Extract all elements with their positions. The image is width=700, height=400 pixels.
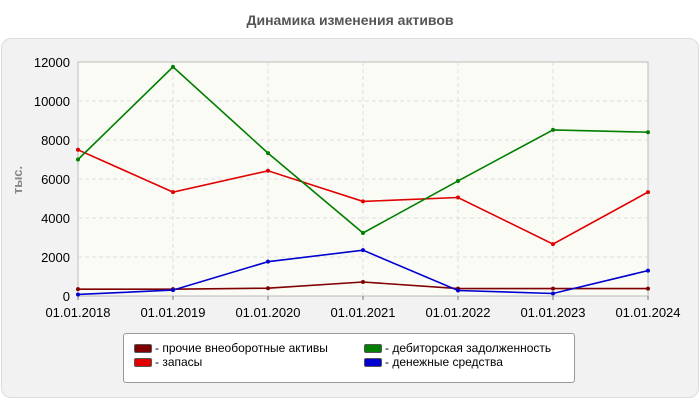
y-tick-label: 2000: [41, 250, 70, 265]
series-point-2: [266, 151, 270, 156]
y-tick-label: 8000: [41, 133, 70, 148]
series-point-1: [646, 190, 650, 195]
series-point-3: [456, 288, 460, 293]
legend-swatch: [134, 357, 152, 367]
series-point-0: [361, 279, 365, 284]
legend-label: - денежные средства: [385, 355, 503, 369]
series-point-2: [171, 64, 175, 69]
x-tick-label: 01.01.2020: [235, 305, 300, 320]
legend-swatch: [364, 343, 382, 353]
legend-label: - прочие внеоборотные активы: [155, 341, 328, 355]
y-tick-label: 6000: [41, 172, 70, 187]
series-point-3: [171, 288, 175, 293]
x-tick-label: 01.01.2018: [45, 305, 110, 320]
series-point-2: [76, 157, 80, 162]
x-tick-label: 01.01.2021: [330, 305, 395, 320]
legend-swatch: [364, 357, 382, 367]
series-point-3: [646, 268, 650, 273]
x-tick-label: 01.01.2022: [425, 305, 490, 320]
legend-item-other-noncurrent: - прочие внеоборотные активы: [134, 341, 328, 355]
legend-label: - запасы: [155, 355, 203, 369]
legend-swatch: [134, 343, 152, 353]
series-point-0: [646, 286, 650, 291]
legend-item-cash: - денежные средства: [364, 355, 503, 369]
series-point-3: [551, 291, 555, 296]
series-point-0: [76, 287, 80, 292]
legend-item-receivables: - дебиторская задолженность: [364, 341, 551, 355]
y-tick-label: 4000: [41, 211, 70, 226]
series-group: [76, 64, 650, 297]
series-point-1: [76, 147, 80, 152]
series-point-1: [456, 195, 460, 200]
series-point-2: [646, 130, 650, 135]
legend-label: - дебиторская задолженность: [385, 341, 552, 355]
legend-item-inventory: - запасы: [134, 355, 202, 369]
series-point-2: [361, 231, 365, 236]
series-point-2: [551, 127, 555, 132]
y-tick-label: 10000: [34, 94, 70, 109]
series-point-3: [76, 292, 80, 297]
series-point-1: [171, 190, 175, 195]
series-point-0: [266, 286, 270, 291]
y-axis-label: тыс.: [10, 166, 25, 194]
x-axis-ticks: 01.01.2018 01.01.2019 01.01.2020 01.01.2021…: [45, 296, 681, 320]
series-point-1: [266, 168, 270, 173]
y-axis-ticks: 0 2000 4000 6000 8000 10000 12000: [34, 55, 70, 304]
series-point-2: [456, 178, 460, 183]
series-point-3: [361, 248, 365, 253]
legend: - прочие внеоборотные активы - запасы - …: [123, 333, 575, 383]
series-point-1: [551, 242, 555, 247]
x-tick-label: 01.01.2024: [615, 305, 680, 320]
grid-lines: [78, 62, 648, 296]
series-point-1: [361, 199, 365, 204]
y-tick-label: 12000: [34, 55, 70, 70]
series-point-0: [551, 286, 555, 291]
x-tick-label: 01.01.2023: [520, 305, 585, 320]
y-tick-label: 0: [63, 289, 70, 304]
series-point-3: [266, 259, 270, 264]
x-tick-label: 01.01.2019: [140, 305, 205, 320]
chart-title: Динамика изменения активов: [246, 12, 454, 28]
